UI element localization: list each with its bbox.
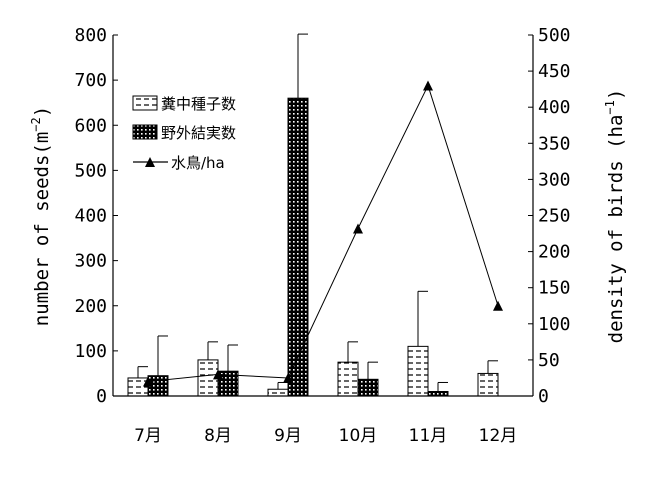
x-tick-label-6: 12月	[479, 426, 518, 446]
legend-label-feces-seeds: 糞中種子数	[161, 95, 236, 113]
legend-swatch-dashes	[132, 95, 158, 111]
legend-label-field-fruits: 野外結実数	[161, 124, 236, 142]
waterbird-density-line	[147, 84, 499, 383]
line-layer	[143, 80, 503, 387]
waterbird-marker-4	[353, 223, 363, 234]
bars-layer	[127, 97, 499, 397]
legend: 糞中種子数 野外結実数 水鳥/ha	[132, 95, 236, 172]
bar-feces-seeds-1	[127, 377, 149, 397]
y-axis-title-tail: )	[31, 106, 53, 117]
legend-item-feces-seeds: 糞中種子数	[132, 95, 236, 113]
y-tick-label-400: 400	[74, 206, 107, 227]
bar-feces-seeds-5	[407, 345, 429, 397]
bar-field-fruits-4	[357, 378, 379, 397]
waterbird-marker-1	[143, 376, 153, 387]
y2-tick-label-500: 500	[538, 25, 571, 46]
ticks-layer: 0 100 200 300 400 500 600 700 800 0 50 100 150 200 250…	[74, 25, 570, 446]
y2-tick-label-150: 150	[538, 278, 571, 299]
y-axis-title: number of seeds(m−2)	[29, 106, 53, 326]
y-tick-label-700: 700	[74, 70, 107, 91]
bar-field-fruits-5	[427, 390, 449, 397]
x-tick-label-4: 10月	[339, 426, 378, 446]
x-tick-label-2: 8月	[204, 426, 232, 446]
y-tick-label-0: 0	[96, 386, 107, 407]
y2-axis-title: density of birds (ha−1)	[603, 89, 627, 344]
y2-tick-label-300: 300	[538, 169, 571, 190]
y2-tick-label-350: 350	[538, 133, 571, 154]
legend-item-waterbirds: 水鳥/ha	[133, 154, 225, 172]
y2-axis-title-sup: −1	[603, 100, 617, 114]
y2-tick-label-450: 450	[538, 61, 571, 82]
y-tick-label-300: 300	[74, 251, 107, 272]
x-tick-label-3: 9月	[274, 426, 302, 446]
bar-feces-seeds-6	[477, 372, 499, 397]
x-tick-label-5: 11月	[409, 426, 448, 446]
waterbird-marker-5	[423, 80, 433, 91]
y-tick-label-600: 600	[74, 115, 107, 136]
legend-item-field-fruits: 野外結実数	[132, 124, 236, 142]
y2-tick-label-100: 100	[538, 314, 571, 335]
y-tick-label-800: 800	[74, 25, 107, 46]
y2-axis-title-tail: )	[605, 89, 627, 100]
y-tick-label-500: 500	[74, 160, 107, 181]
y2-tick-label-400: 400	[538, 97, 571, 118]
legend-swatch-dots	[132, 124, 158, 140]
y-tick-label-100: 100	[74, 341, 107, 362]
waterbird-marker-6	[493, 300, 503, 311]
error-bars-layer	[137, 33, 498, 392]
y-tick-label-200: 200	[74, 296, 107, 317]
waterbird-marker-3	[283, 372, 293, 383]
y2-tick-label-50: 50	[538, 350, 560, 371]
legend-triangle-marker	[145, 157, 155, 167]
axes-layer	[112, 35, 534, 397]
bar-field-fruits-3	[287, 97, 309, 397]
legend-label-waterbirds: 水鳥/ha	[171, 154, 225, 172]
x-tick-label-1: 7月	[134, 426, 162, 446]
y2-tick-label-250: 250	[538, 206, 571, 227]
y2-tick-label-200: 200	[538, 242, 571, 263]
waterbird-marker-2	[213, 369, 223, 380]
y2-tick-label-0: 0	[538, 386, 549, 407]
bar-feces-seeds-3	[267, 388, 289, 397]
y-axis-title-sup: −2	[29, 117, 43, 131]
bar-feces-seeds-4	[337, 361, 359, 397]
